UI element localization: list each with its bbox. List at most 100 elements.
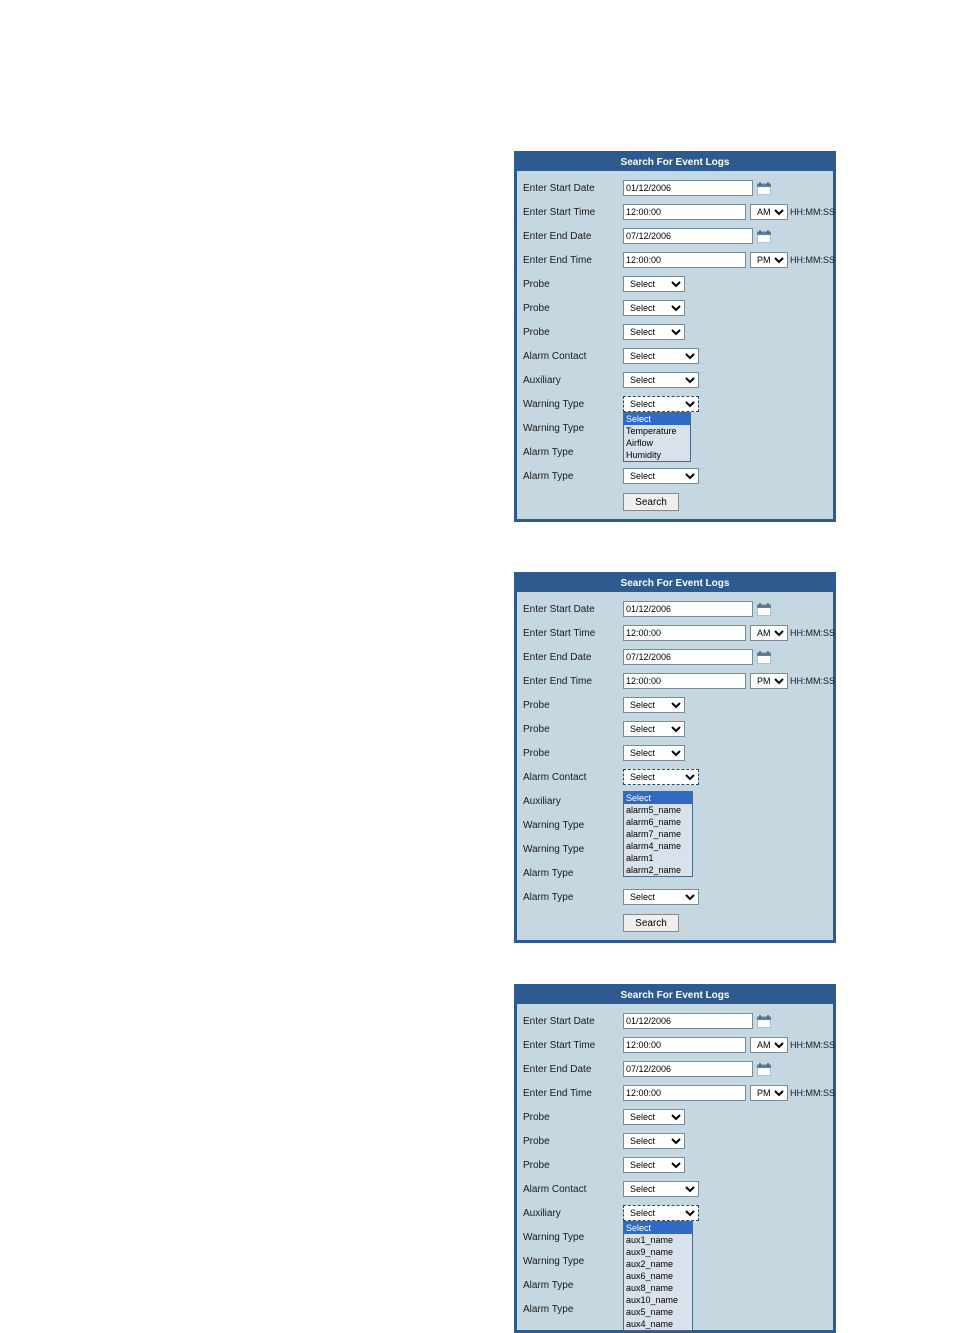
start-time-ampm-select[interactable]: AM	[750, 204, 788, 220]
probe-label: Probe	[523, 700, 623, 711]
alarm-type-label: Alarm Type	[523, 892, 623, 903]
warning-type-label: Warning Type	[523, 820, 623, 831]
warning-type-label: Warning Type	[523, 399, 623, 410]
start-date-input[interactable]	[623, 180, 753, 196]
end-time-ampm-select[interactable]: PM	[750, 252, 788, 268]
search-button[interactable]: Search	[623, 493, 679, 511]
start-time-input[interactable]	[623, 204, 746, 220]
start-date-label: Enter Start Date	[523, 183, 623, 194]
dropdown-option[interactable]: Select	[624, 413, 690, 425]
alarm-contact-select[interactable]: Select	[623, 769, 699, 785]
calendar-icon[interactable]	[757, 603, 771, 616]
calendar-icon[interactable]	[757, 182, 771, 195]
dropdown-option[interactable]: aux10_name	[624, 1294, 692, 1306]
time-hint: HH:MM:SS	[790, 1088, 835, 1098]
end-time-label: Enter End Time	[523, 676, 623, 687]
dropdown-option[interactable]: Temperature	[624, 425, 690, 437]
start-date-label: Enter Start Date	[523, 604, 623, 615]
dropdown-option[interactable]: aux4_name	[624, 1318, 692, 1330]
start-date-input[interactable]	[623, 1013, 753, 1029]
warning-type-select-1[interactable]: Select	[623, 396, 699, 412]
end-date-input[interactable]	[623, 649, 753, 665]
start-time-input[interactable]	[623, 1037, 746, 1053]
auxiliary-label: Auxiliary	[523, 1208, 623, 1219]
dropdown-option[interactable]: Airflow	[624, 437, 690, 449]
panel-body: Enter Start Date Enter Start Time AM HH:…	[517, 171, 833, 519]
time-hint: HH:MM:SS	[790, 676, 835, 686]
dropdown-option[interactable]: alarm7_name	[624, 828, 692, 840]
auxiliary-dropdown-open[interactable]: Selectaux1_nameaux9_nameaux2_nameaux6_na…	[623, 1221, 693, 1331]
warning-type-label: Warning Type	[523, 1256, 623, 1267]
dropdown-option[interactable]: aux5_name	[624, 1306, 692, 1318]
alarm-contact-select[interactable]: Select	[623, 1181, 699, 1197]
alarm-type-label: Alarm Type	[523, 1304, 623, 1315]
probe-select-1[interactable]: Select	[623, 276, 685, 292]
calendar-icon[interactable]	[757, 1063, 771, 1076]
calendar-icon[interactable]	[757, 1015, 771, 1028]
dropdown-option[interactable]: Humidity	[624, 449, 690, 461]
start-time-input[interactable]	[623, 625, 746, 641]
end-date-input[interactable]	[623, 1061, 753, 1077]
end-time-ampm-select[interactable]: PM	[750, 673, 788, 689]
end-date-label: Enter End Date	[523, 231, 623, 242]
start-date-label: Enter Start Date	[523, 1016, 623, 1027]
dropdown-option[interactable]: aux8_name	[624, 1282, 692, 1294]
probe-label: Probe	[523, 303, 623, 314]
auxiliary-label: Auxiliary	[523, 375, 623, 386]
alarm-type-label: Alarm Type	[523, 1280, 623, 1291]
probe-select-3[interactable]: Select	[623, 324, 685, 340]
probe-select-1[interactable]: Select	[623, 697, 685, 713]
panel-body: Enter Start Date Enter Start Time AM HH:…	[517, 592, 833, 940]
warning-type-dropdown-open[interactable]: SelectTemperatureAirflowHumidity	[623, 412, 691, 462]
dropdown-option[interactable]: alarm4_name	[624, 840, 692, 852]
probe-select-3[interactable]: Select	[623, 745, 685, 761]
dropdown-option[interactable]: alarm2_name	[624, 864, 692, 876]
end-time-input[interactable]	[623, 1085, 746, 1101]
alarm-type-label: Alarm Type	[523, 447, 623, 458]
calendar-icon[interactable]	[757, 230, 771, 243]
start-time-label: Enter Start Time	[523, 207, 623, 218]
time-hint: HH:MM:SS	[790, 1040, 835, 1050]
dropdown-option[interactable]: aux9_name	[624, 1246, 692, 1258]
auxiliary-select[interactable]: Select	[623, 372, 699, 388]
probe-select-1[interactable]: Select	[623, 1109, 685, 1125]
dropdown-option[interactable]: Select	[624, 792, 692, 804]
dropdown-option[interactable]: alarm1	[624, 852, 692, 864]
auxiliary-select[interactable]: Select	[623, 1205, 699, 1221]
dropdown-option[interactable]: Select	[624, 1222, 692, 1234]
warning-type-label: Warning Type	[523, 1232, 623, 1243]
probe-select-3[interactable]: Select	[623, 1157, 685, 1173]
panel-title: Search For Event Logs	[517, 154, 833, 171]
search-event-logs-panel-3: Search For Event Logs Enter Start Date E…	[514, 984, 836, 1333]
search-event-logs-panel-1: Search For Event Logs Enter Start Date E…	[514, 151, 836, 522]
warning-type-label: Warning Type	[523, 844, 623, 855]
alarm-type-select-2[interactable]: Select	[623, 468, 699, 484]
end-time-input[interactable]	[623, 252, 746, 268]
probe-select-2[interactable]: Select	[623, 721, 685, 737]
search-button[interactable]: Search	[623, 914, 679, 932]
probe-label: Probe	[523, 724, 623, 735]
probe-label: Probe	[523, 1112, 623, 1123]
alarm-contact-dropdown-open[interactable]: Selectalarm5_namealarm6_namealarm7_namea…	[623, 791, 693, 877]
probe-select-2[interactable]: Select	[623, 1133, 685, 1149]
end-time-input[interactable]	[623, 673, 746, 689]
dropdown-option[interactable]: aux2_name	[624, 1258, 692, 1270]
dropdown-option[interactable]: alarm5_name	[624, 804, 692, 816]
dropdown-option[interactable]: aux6_name	[624, 1270, 692, 1282]
calendar-icon[interactable]	[757, 651, 771, 664]
probe-label: Probe	[523, 1136, 623, 1147]
time-hint: HH:MM:SS	[790, 628, 835, 638]
alarm-contact-select[interactable]: Select	[623, 348, 699, 364]
end-date-input[interactable]	[623, 228, 753, 244]
probe-select-2[interactable]: Select	[623, 300, 685, 316]
dropdown-option[interactable]: aux1_name	[624, 1234, 692, 1246]
start-time-ampm-select[interactable]: AM	[750, 625, 788, 641]
end-time-ampm-select[interactable]: PM	[750, 1085, 788, 1101]
alarm-contact-label: Alarm Contact	[523, 1184, 623, 1195]
time-hint: HH:MM:SS	[790, 255, 835, 265]
alarm-type-select-2[interactable]: Select	[623, 889, 699, 905]
dropdown-option[interactable]: alarm6_name	[624, 816, 692, 828]
start-time-label: Enter Start Time	[523, 628, 623, 639]
start-date-input[interactable]	[623, 601, 753, 617]
start-time-ampm-select[interactable]: AM	[750, 1037, 788, 1053]
